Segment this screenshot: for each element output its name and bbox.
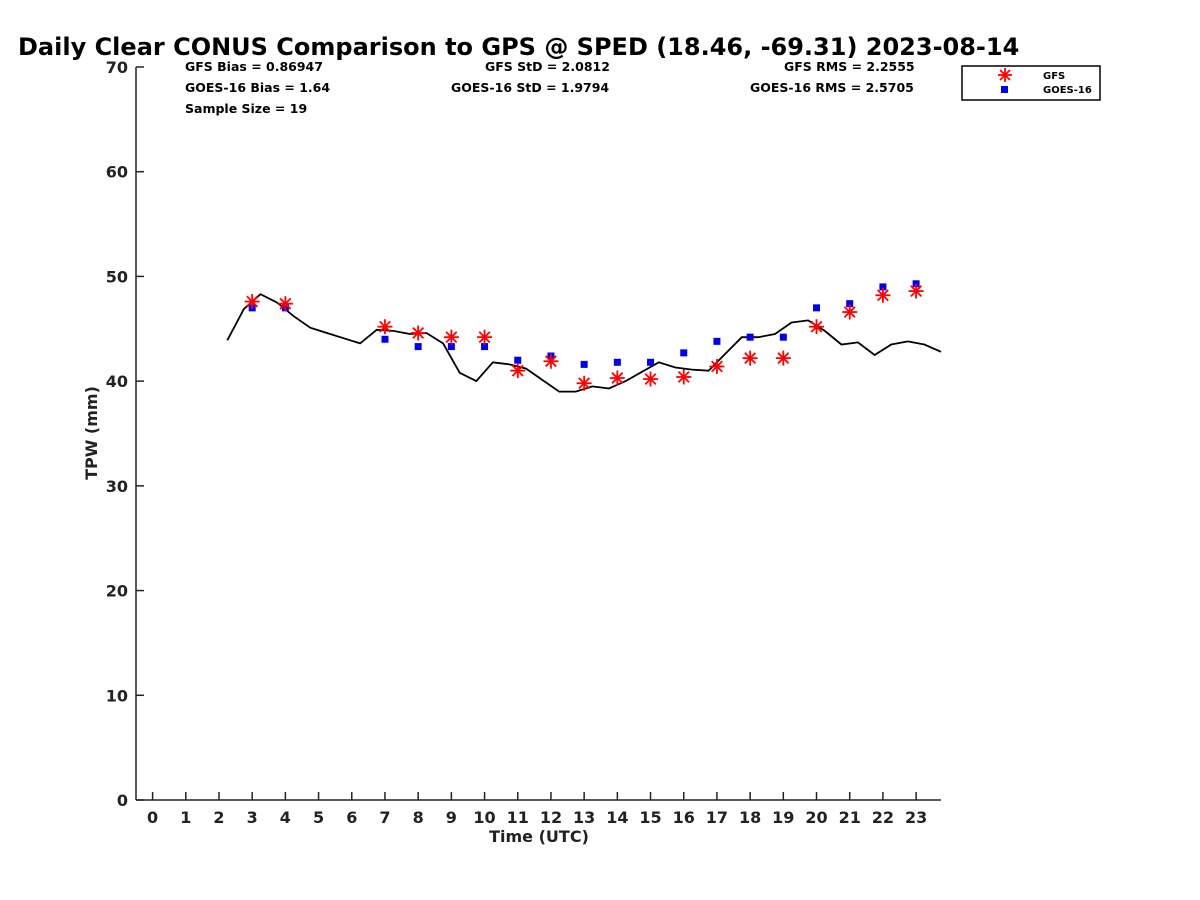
legend-gfs-marker [998,68,1012,82]
legend-box [961,65,1101,101]
y-tick-label: 70 [106,58,128,77]
y-tick-label: 40 [106,372,128,391]
gfs-point [477,329,493,345]
goes-point [514,356,522,364]
goes-rms-text: GOES-16 RMS = 2.5705 [750,80,914,95]
gfs-point [742,350,758,366]
y-tick-label: 0 [117,791,128,810]
goes-point [381,335,389,343]
gfs-point [443,329,459,345]
y-tick-label: 60 [106,163,128,182]
x-tick-label: 19 [772,808,794,827]
x-tick-label: 8 [413,808,424,827]
y-tick-label: 30 [106,477,128,496]
x-tick-label: 12 [540,808,562,827]
legend-gfs-label: GFS [1043,71,1065,82]
sample-size-text: Sample Size = 19 [185,101,307,116]
x-tick-label: 17 [706,808,728,827]
goes-point [879,283,887,291]
x-tick-label: 23 [905,808,927,827]
gfs-point [510,363,526,379]
gfs-rms-text: GFS RMS = 2.2555 [784,59,915,74]
x-tick-label: 21 [839,808,861,827]
gfs-point [676,369,692,385]
goes-point [414,343,422,351]
gfs-point [709,358,725,374]
goes-std-text: GOES-16 StD = 1.9794 [451,80,609,95]
chart-title: Daily Clear CONUS Comparison to GPS @ SP… [18,33,1019,61]
x-tick-label: 14 [606,808,628,827]
gfs-point [576,375,592,391]
x-tick-label: 1 [180,808,191,827]
x-tick-label: 22 [872,808,894,827]
y-tick-label: 50 [106,267,128,286]
goes-point [447,343,455,351]
x-tick-label: 13 [573,808,595,827]
legend-goes-marker [1001,86,1008,93]
goes-point [481,343,489,351]
x-tick-label: 9 [446,808,457,827]
x-tick-label: 18 [739,808,761,827]
gfs-point [775,350,791,366]
gfs-point [842,304,858,320]
x-tick-label: 0 [147,808,158,827]
gfs-point [643,371,659,387]
gfs-std-text: GFS StD = 2.0812 [485,59,610,74]
x-tick-label: 6 [346,808,357,827]
gfs-point [277,296,293,312]
legend: GFS GOES-16 [961,65,1101,101]
goes-point [813,304,821,312]
goes-point [846,300,854,308]
gfs-point [377,319,393,335]
y-axis-label: TPW (mm) [82,386,101,480]
x-tick-label: 16 [673,808,695,827]
goes-point [746,333,754,341]
gfs-point [609,370,625,386]
x-tick-label: 10 [473,808,495,827]
gfs-point [875,287,891,303]
goes-point [779,333,787,341]
x-tick-label: 2 [213,808,224,827]
gfs-bias-text: GFS Bias = 0.86947 [185,59,323,74]
legend-gfs-star [998,68,1012,82]
gfs-point [244,294,260,310]
y-tick-label: 10 [106,686,128,705]
goes-bias-text: GOES-16 Bias = 1.64 [185,80,330,95]
x-tick-label: 15 [639,808,661,827]
gfs-point [410,325,426,341]
y-tick-label: 20 [106,582,128,601]
x-tick-label: 5 [313,808,324,827]
gfs-point [543,353,559,369]
goes-point [613,358,621,366]
gfs-point [908,283,924,299]
x-tick-label: 3 [247,808,258,827]
goes-point [713,337,721,345]
x-tick-label: 4 [280,808,291,827]
gfs-point [809,319,825,335]
goes-point [580,360,588,368]
x-axis-label: Time (UTC) [489,827,589,846]
x-tick-label: 20 [805,808,827,827]
goes-point [680,349,688,357]
legend-goes-label: GOES-16 [1043,85,1092,96]
goes-point [647,358,655,366]
x-tick-label: 7 [379,808,390,827]
x-tick-label: 11 [507,808,529,827]
plot-area [226,280,942,393]
